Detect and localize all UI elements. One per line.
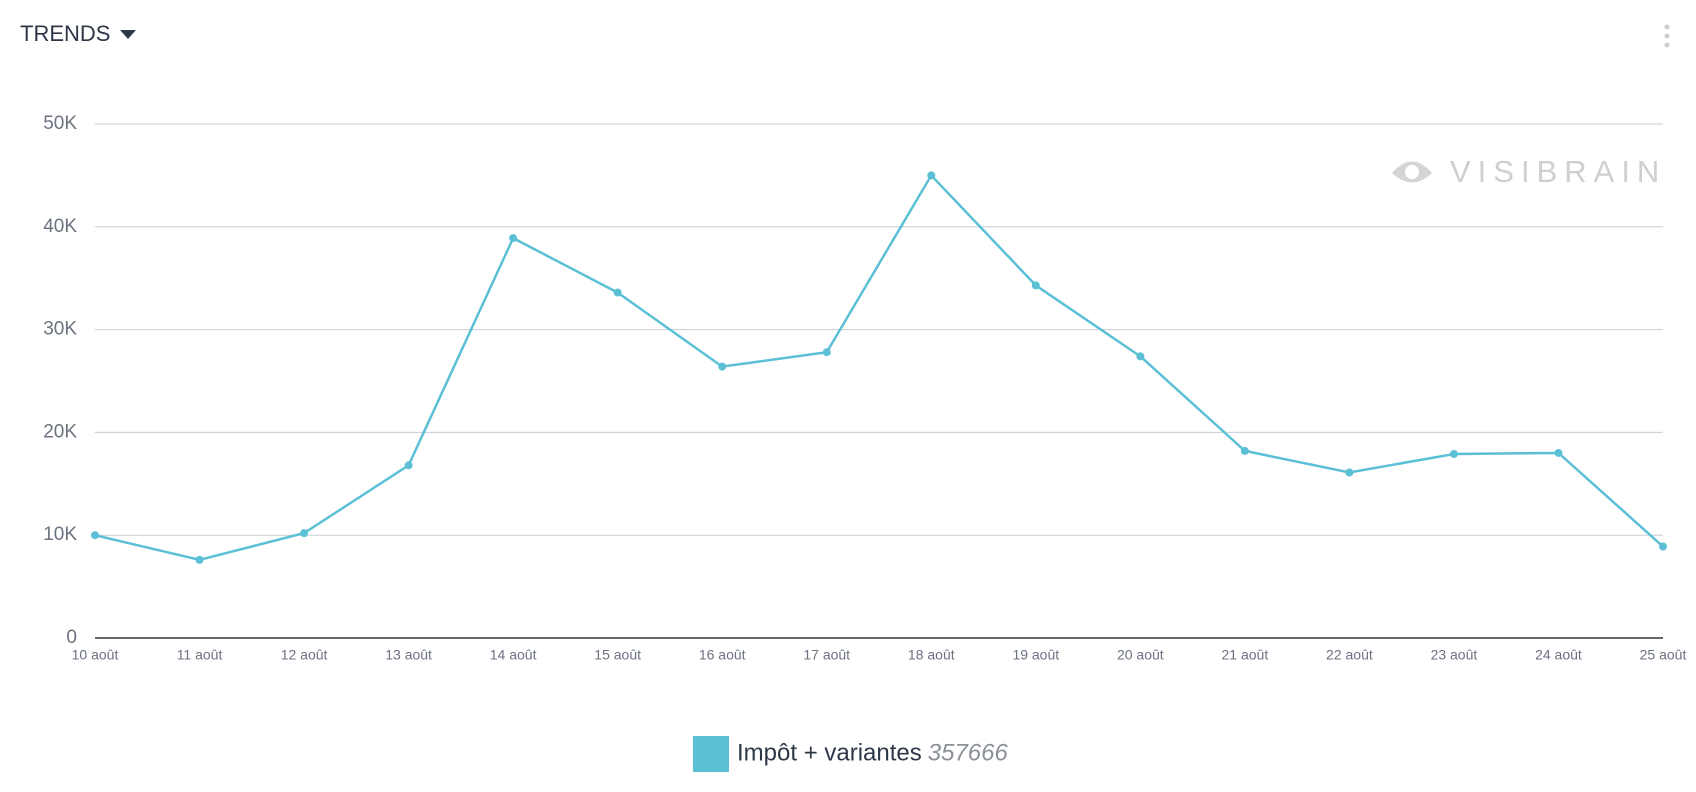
series-line (94, 173, 1664, 562)
data-point (509, 234, 518, 243)
data-point (822, 348, 831, 357)
y-tick-label: 30K (43, 319, 77, 340)
x-tick-label: 20 août (1117, 647, 1164, 663)
y-tick-label: 50K (43, 113, 77, 134)
data-point (1031, 281, 1040, 290)
x-tick-label: 15 août (594, 647, 641, 663)
y-tick-label: 10K (43, 524, 77, 545)
data-point (1659, 542, 1667, 551)
x-tick-label: 18 août (908, 647, 955, 663)
x-tick-label: 19 août (1012, 647, 1059, 663)
data-point (404, 461, 413, 470)
x-tick-label: 11 août (177, 647, 223, 663)
data-point (1449, 449, 1458, 458)
legend-item[interactable]: Impôt + variantes 357666 (693, 736, 1009, 772)
data-point (91, 531, 99, 540)
data-point (1554, 448, 1563, 457)
x-tick-label: 13 août (385, 647, 432, 663)
data-point (718, 362, 727, 371)
data-point (927, 171, 936, 180)
legend-swatch (693, 736, 729, 772)
legend-total: 357666 (928, 739, 1009, 766)
x-tick-label: 16 août (699, 647, 746, 663)
x-tick-label: 10 août (72, 647, 119, 663)
x-tick-label: 22 août (1326, 647, 1373, 663)
y-tick-label: 20K (43, 421, 77, 442)
x-tick-label: 21 août (1222, 647, 1269, 663)
data-point (300, 529, 309, 538)
x-tick-label: 23 août (1431, 647, 1478, 663)
x-tick-label: 17 août (803, 647, 850, 663)
x-tick-label: 12 août (281, 647, 328, 663)
watermark: VISIBRAIN (1450, 154, 1666, 189)
x-tick-label: 24 août (1535, 647, 1582, 663)
x-tick-label: 14 août (490, 647, 537, 663)
x-tick-label: 25 août (1640, 647, 1687, 663)
y-tick-label: 40K (43, 216, 77, 237)
menu-dots[interactable] (1664, 24, 1670, 48)
legend-label: Impôt + variantes (737, 739, 922, 766)
y-tick-label: 0 (66, 627, 77, 648)
watermark-eye (1392, 161, 1432, 183)
data-point (1345, 468, 1354, 477)
data-point (1136, 352, 1145, 361)
data-point (1240, 446, 1249, 455)
panel-title: TRENDS (20, 21, 110, 46)
dropdown-arrow[interactable] (120, 30, 136, 39)
data-point (613, 288, 622, 297)
data-point (195, 555, 204, 564)
